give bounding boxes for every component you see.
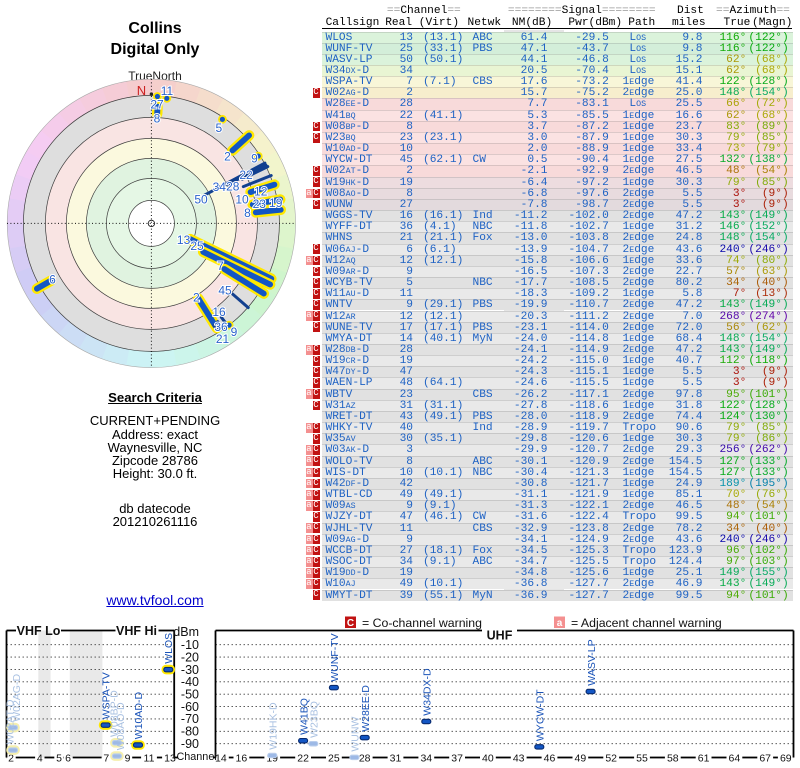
- svg-text:= Adjacent channel warning: = Adjacent channel warning: [571, 616, 722, 630]
- svg-text:-90: -90: [181, 737, 199, 751]
- svg-text:11: 11: [144, 752, 155, 764]
- svg-text:10: 10: [235, 192, 249, 206]
- svg-text:-20: -20: [181, 650, 199, 664]
- svg-text:6: 6: [49, 273, 56, 287]
- svg-text:-10: -10: [181, 638, 199, 652]
- svg-text:-70: -70: [181, 712, 199, 726]
- svg-text:W41BQ: W41BQ: [298, 698, 310, 735]
- svg-text:13: 13: [164, 752, 176, 764]
- svg-text:9: 9: [251, 152, 258, 166]
- svg-text:43: 43: [513, 752, 525, 764]
- svg-text:-30: -30: [181, 663, 199, 677]
- svg-text:14: 14: [215, 752, 227, 764]
- svg-text:WASV-LP: WASV-LP: [586, 639, 598, 685]
- svg-text:64: 64: [729, 752, 741, 764]
- svg-text:VHF Lo: VHF Lo: [17, 624, 61, 638]
- svg-text:22: 22: [297, 752, 309, 764]
- svg-text:2: 2: [8, 752, 14, 764]
- svg-text:-60: -60: [181, 700, 199, 714]
- svg-text:36: 36: [214, 320, 228, 334]
- svg-text:W02AG-D: W02AG-D: [11, 674, 23, 722]
- svg-text:9: 9: [231, 325, 238, 339]
- svg-text:34: 34: [213, 180, 227, 194]
- svg-text:13: 13: [177, 233, 191, 247]
- svg-text:= Co-channel warning: = Co-channel warning: [362, 616, 482, 630]
- svg-text:45: 45: [218, 284, 232, 298]
- svg-text:50: 50: [194, 192, 208, 206]
- svg-text:23: 23: [253, 197, 267, 211]
- svg-text:5: 5: [56, 752, 62, 764]
- svg-text:28: 28: [359, 752, 371, 764]
- svg-text:7: 7: [103, 752, 109, 764]
- svg-text:69: 69: [780, 752, 792, 764]
- svg-text:W08BP-D: W08BP-D: [109, 690, 121, 737]
- svg-text:16: 16: [236, 752, 248, 764]
- svg-text:W19HK-D: W19HK-D: [267, 702, 279, 750]
- svg-text:WLOS: WLOS: [163, 633, 175, 664]
- svg-text:-40: -40: [181, 675, 199, 689]
- svg-text:WSPA-TV: WSPA-TV: [100, 672, 112, 719]
- svg-text:2: 2: [224, 150, 231, 164]
- svg-text:WUNF-TV: WUNF-TV: [329, 633, 341, 681]
- svg-text:28: 28: [226, 180, 240, 194]
- svg-text:N: N: [137, 83, 146, 98]
- svg-text:5: 5: [215, 121, 222, 135]
- svg-text:67: 67: [759, 752, 771, 764]
- svg-text:W28EE-D: W28EE-D: [360, 685, 372, 732]
- svg-text:52: 52: [605, 752, 617, 764]
- svg-text:19: 19: [266, 752, 278, 764]
- svg-text:31: 31: [390, 752, 402, 764]
- svg-text:7: 7: [217, 259, 224, 273]
- svg-text:61: 61: [698, 752, 710, 764]
- svg-text:W10AD-D: W10AD-D: [133, 692, 145, 740]
- svg-text:-80: -80: [181, 725, 199, 739]
- svg-text:8: 8: [244, 206, 251, 220]
- svg-text:4: 4: [37, 752, 43, 764]
- svg-text:22: 22: [239, 168, 253, 182]
- svg-text:-50: -50: [181, 688, 199, 702]
- svg-text:21: 21: [216, 332, 230, 346]
- svg-text:UHF: UHF: [487, 629, 513, 643]
- svg-text:C: C: [347, 618, 354, 629]
- svg-text:dBm: dBm: [173, 625, 199, 639]
- svg-text:58: 58: [667, 752, 679, 764]
- svg-text:27: 27: [150, 98, 164, 112]
- svg-text:2: 2: [193, 290, 200, 304]
- svg-text:49: 49: [575, 752, 587, 764]
- svg-text:40: 40: [482, 752, 494, 764]
- svg-text:37: 37: [451, 752, 463, 764]
- svg-text:W34DX-D: W34DX-D: [422, 668, 434, 716]
- svg-text:a: a: [557, 618, 563, 629]
- svg-text:W23BQ: W23BQ: [309, 701, 321, 738]
- svg-text:Channel: Channel: [177, 751, 217, 763]
- svg-text:W08AO-D: W08AO-D: [115, 702, 127, 750]
- svg-text:6: 6: [65, 752, 71, 764]
- svg-text:11: 11: [161, 84, 174, 98]
- svg-text:WYCW-DT: WYCW-DT: [535, 689, 547, 741]
- svg-text:25: 25: [190, 239, 204, 253]
- svg-text:VHF Hi: VHF Hi: [116, 624, 157, 638]
- svg-text:8: 8: [154, 111, 161, 125]
- svg-text:19: 19: [269, 196, 283, 210]
- svg-text:W02AT-D: W02AT-D: [5, 699, 17, 744]
- svg-text:16: 16: [212, 305, 226, 319]
- svg-text:25: 25: [328, 752, 340, 764]
- svg-text:WUNW: WUNW: [350, 717, 362, 752]
- svg-text:34: 34: [420, 752, 432, 764]
- svg-text:9: 9: [125, 752, 131, 764]
- svg-text:12: 12: [254, 185, 268, 199]
- svg-text:55: 55: [636, 752, 648, 764]
- svg-text:46: 46: [544, 752, 556, 764]
